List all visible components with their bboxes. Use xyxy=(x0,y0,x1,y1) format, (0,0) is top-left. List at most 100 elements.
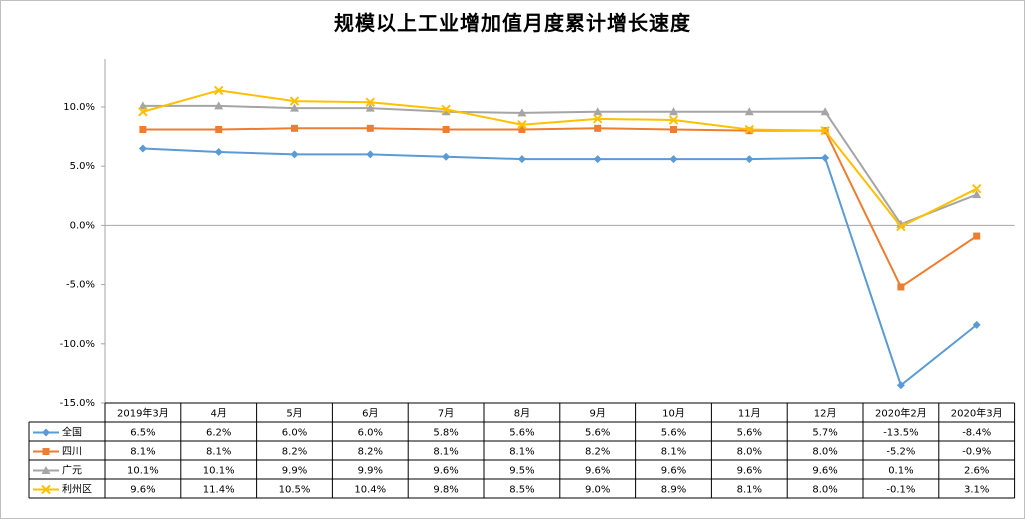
data-table-value: -5.2% xyxy=(886,447,915,458)
legend-key-marker xyxy=(41,466,51,474)
series-line xyxy=(142,147,978,387)
data-point xyxy=(517,155,526,164)
data-table-value: 5.6% xyxy=(585,428,610,439)
data-point xyxy=(973,232,981,240)
data-table-value: 3.1% xyxy=(964,485,989,496)
data-table-value: 10.1% xyxy=(127,466,159,477)
data-table-value: 8.0% xyxy=(812,447,837,458)
x-category-label: 12月 xyxy=(814,408,837,420)
data-point xyxy=(215,125,223,133)
data-point xyxy=(138,107,148,117)
data-table-value: 5.6% xyxy=(509,428,534,439)
data-table-value: 10.4% xyxy=(354,485,386,496)
data-table-value: 8.1% xyxy=(433,447,458,458)
x-category-label: 11月 xyxy=(738,408,761,420)
legend-series-name: 利州区 xyxy=(62,484,92,496)
data-point xyxy=(365,97,376,107)
data-point xyxy=(594,124,602,132)
data-point xyxy=(290,150,299,159)
data-point xyxy=(593,107,603,116)
y-tick-label: 10.0% xyxy=(63,102,95,113)
data-table-value: 5.6% xyxy=(737,428,762,439)
data-point xyxy=(670,125,677,133)
data-table-value: 9.9% xyxy=(282,466,307,477)
data-point xyxy=(291,124,298,132)
data-table-value: -8.4% xyxy=(962,428,991,439)
data-point xyxy=(214,101,224,110)
data-table-value: 8.5% xyxy=(509,485,534,496)
data-table-value: 8.1% xyxy=(130,447,155,458)
data-point xyxy=(668,115,679,125)
data-point xyxy=(289,96,300,106)
data-point xyxy=(896,221,906,232)
data-table-value: 6.2% xyxy=(206,428,231,439)
data-point xyxy=(744,107,754,116)
data-point xyxy=(820,107,830,116)
data-table-value: 6.0% xyxy=(282,428,307,439)
data-table-value: 5.6% xyxy=(661,428,686,439)
data-table-value: 8.0% xyxy=(737,447,762,458)
data-table-value: -0.9% xyxy=(962,447,991,458)
y-tick-label: 5.0% xyxy=(70,161,95,172)
data-point xyxy=(138,101,148,110)
y-tick-label: -5.0% xyxy=(66,280,95,291)
data-table-value: 8.2% xyxy=(358,447,383,458)
x-category-label: 2019年3月 xyxy=(117,407,169,420)
series-line xyxy=(142,89,978,228)
data-point xyxy=(290,103,299,112)
data-table-value: 9.9% xyxy=(358,466,383,477)
legend-series-name: 四川 xyxy=(62,447,82,458)
data-table-value: 5.7% xyxy=(812,428,837,439)
x-category-label: 2020年3月 xyxy=(951,407,1003,420)
data-table-value: 11.4% xyxy=(203,485,235,496)
data-point xyxy=(366,124,374,132)
data-table-value: -0.1% xyxy=(886,485,915,496)
data-point xyxy=(213,85,224,96)
data-table-value: 9.6% xyxy=(433,466,458,477)
data-point xyxy=(745,155,754,164)
data-point xyxy=(820,125,830,136)
data-point xyxy=(214,147,223,156)
data-point xyxy=(441,107,451,116)
data-table-value: 9.6% xyxy=(130,485,155,496)
data-point xyxy=(972,320,981,329)
data-table-value: 10.5% xyxy=(279,485,311,496)
data-table-value: 6.5% xyxy=(130,428,155,439)
data-table-value: 9.6% xyxy=(737,466,762,477)
x-category-label: 2020年2月 xyxy=(875,407,927,420)
data-table-value: 2.6% xyxy=(964,466,989,477)
data-table-value: 10.1% xyxy=(203,466,235,477)
data-point xyxy=(365,103,375,112)
data-point xyxy=(138,144,147,153)
data-point xyxy=(441,104,451,115)
x-category-label: 10月 xyxy=(662,408,685,420)
data-point xyxy=(592,114,603,124)
legend-series-name: 全国 xyxy=(62,426,82,439)
data-table-value: 8.2% xyxy=(282,447,307,458)
data-table-value: -13.5% xyxy=(883,428,918,439)
data-point xyxy=(518,125,526,133)
series-line xyxy=(142,127,978,288)
data-point xyxy=(442,125,450,133)
data-table-value: 8.1% xyxy=(509,447,534,458)
chart-title: 规模以上工业增加值月度累计增长速度 xyxy=(334,11,691,35)
data-point xyxy=(896,381,905,390)
y-tick-label: 0.0% xyxy=(70,220,95,231)
data-table-value: 9.0% xyxy=(585,485,610,496)
data-table-value: 8.2% xyxy=(585,447,610,458)
data-table-value: 9.5% xyxy=(509,466,534,477)
data-table-value: 8.1% xyxy=(737,485,762,496)
data-table-value: 8.0% xyxy=(812,485,837,496)
data-point xyxy=(366,150,375,159)
data-table-value: 8.1% xyxy=(661,447,686,458)
data-table-value: 0.1% xyxy=(888,466,913,477)
data-table-value: 6.0% xyxy=(358,428,383,439)
legend-series-name: 广元 xyxy=(62,465,82,477)
series-line xyxy=(142,104,978,226)
data-table-value: 5.8% xyxy=(433,428,458,439)
data-point xyxy=(442,152,451,161)
data-point xyxy=(972,190,982,199)
x-category-label: 6月 xyxy=(362,408,378,420)
x-category-label: 4月 xyxy=(211,408,227,420)
